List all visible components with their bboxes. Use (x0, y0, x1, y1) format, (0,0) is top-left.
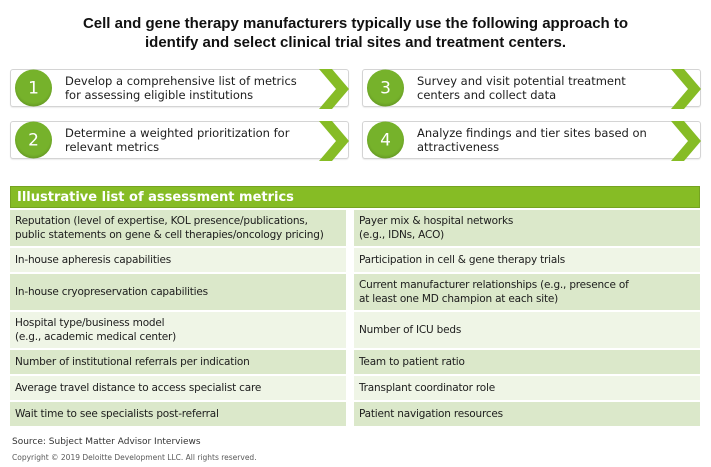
page-title-line1: Cell and gene therapy manufacturers typi… (82, 15, 629, 32)
metric-cell-left: Number of institutional referrals per in… (10, 350, 346, 374)
step-label: Analyze findings and tier sites based on… (417, 125, 647, 155)
metric-cell-right: Number of ICU beds (354, 312, 700, 348)
metric-cell-left: Hospital type/business model (e.g., acad… (10, 312, 346, 348)
source-note: Source: Subject Matter Advisor Interview… (12, 437, 201, 447)
metric-cell-left: In-house apheresis capabilities (10, 248, 346, 272)
metric-cell-left: Wait time to see specialists post-referr… (10, 402, 346, 426)
step-number-badge: 1 (15, 69, 52, 107)
step-label: Survey and visit potential treatment cen… (417, 73, 626, 103)
copyright-note: Copyright © 2019 Deloitte Development LL… (12, 453, 257, 462)
chevron-right-icon (319, 121, 349, 161)
table-row: Hospital type/business model (e.g., acad… (10, 312, 700, 350)
metric-cell-right: Current manufacturer relationships (e.g.… (354, 274, 700, 310)
metric-cell-right: Transplant coordinator role (354, 376, 700, 400)
process-step-2: 2 Determine a weighted prioritization fo… (10, 121, 349, 161)
step-label: Develop a comprehensive list of metrics … (65, 73, 297, 103)
process-step-1: 1 Develop a comprehensive list of metric… (10, 69, 349, 109)
process-step-3: 3 Survey and visit potential treatment c… (362, 69, 701, 109)
metric-cell-right: Payer mix & hospital networks (e.g., IDN… (354, 210, 700, 246)
table-row: Reputation (level of expertise, KOL pres… (10, 210, 700, 248)
page-title: Cell and gene therapy manufacturers typi… (10, 12, 701, 52)
table-row: Average travel distance to access specia… (10, 376, 700, 402)
metric-cell-left: Average travel distance to access specia… (10, 376, 346, 400)
footer: Source: Subject Matter Advisor Interview… (10, 437, 701, 462)
table-header: Illustrative list of assessment metrics (10, 186, 700, 208)
metric-cell-right: Participation in cell & gene therapy tri… (354, 248, 700, 272)
chevron-right-icon (671, 69, 701, 109)
table-row: In-house cryopreservation capabilities C… (10, 274, 700, 312)
table-row: Wait time to see specialists post-referr… (10, 402, 700, 428)
chevron-right-icon (671, 121, 701, 161)
metric-cell-left: In-house cryopreservation capabilities (10, 274, 346, 310)
step-label: Determine a weighted prioritization for … (65, 125, 290, 155)
process-steps: 1 Develop a comprehensive list of metric… (10, 69, 701, 161)
step-number-badge: 2 (15, 121, 52, 159)
table-row: Number of institutional referrals per in… (10, 350, 700, 376)
metric-cell-right: Patient navigation resources (354, 402, 700, 426)
step-number-badge: 4 (367, 121, 404, 159)
table-row: In-house apheresis capabilities Particip… (10, 248, 700, 274)
chevron-right-icon (319, 69, 349, 109)
assessment-metrics-table: Illustrative list of assessment metrics … (10, 186, 700, 428)
metric-cell-left: Reputation (level of expertise, KOL pres… (10, 210, 346, 246)
metric-cell-right: Team to patient ratio (354, 350, 700, 374)
page-title-line2: identify and select clinical trial sites… (145, 34, 566, 51)
step-number-badge: 3 (367, 69, 404, 107)
process-step-4: 4 Analyze findings and tier sites based … (362, 121, 701, 161)
table-body: Reputation (level of expertise, KOL pres… (10, 210, 700, 428)
